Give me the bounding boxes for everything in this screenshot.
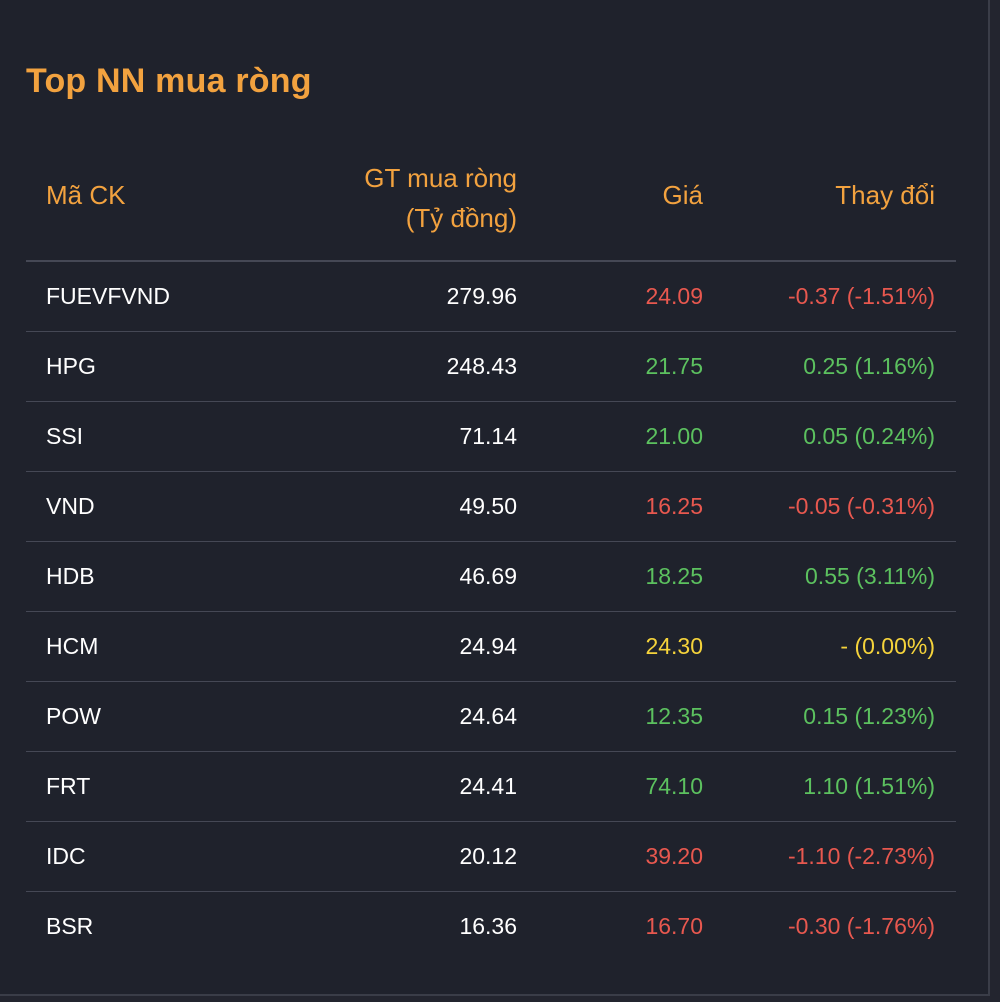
stock-symbol[interactable]: HCM [46, 633, 99, 659]
table-row[interactable]: VND 49.50 16.25 -0.05 (-0.31%) [26, 472, 956, 542]
stock-price: 18.25 [645, 563, 703, 589]
table-header: Mã CK GT mua ròng (Tỷ đồng) Giá Thay đổi [26, 150, 956, 262]
net-buy-value: 24.64 [459, 703, 517, 729]
stock-price: 39.20 [645, 843, 703, 869]
net-buy-value: 24.94 [459, 633, 517, 659]
net-buy-value: 24.41 [459, 773, 517, 799]
header-price[interactable]: Giá [662, 180, 703, 210]
stock-symbol[interactable]: HDB [46, 563, 95, 589]
stock-symbol[interactable]: VND [46, 493, 95, 519]
table-row[interactable]: HCM 24.94 24.30 - (0.00%) [26, 612, 956, 682]
stock-symbol[interactable]: HPG [46, 353, 96, 379]
header-change[interactable]: Thay đổi [835, 180, 935, 210]
stock-symbol[interactable]: POW [46, 703, 101, 729]
stock-price: 16.25 [645, 493, 703, 519]
header-net-value-line1: GT mua ròng [364, 163, 517, 193]
stock-symbol[interactable]: FUEVFVND [46, 283, 170, 309]
table-row[interactable]: BSR 16.36 16.70 -0.30 (-1.76%) [26, 892, 956, 961]
price-change: - (0.00%) [840, 633, 935, 659]
price-change: 0.15 (1.23%) [803, 703, 935, 729]
table-row[interactable]: SSI 71.14 21.00 0.05 (0.24%) [26, 402, 956, 472]
stock-price: 12.35 [645, 703, 703, 729]
stock-price: 21.00 [645, 423, 703, 449]
table-row[interactable]: POW 24.64 12.35 0.15 (1.23%) [26, 682, 956, 752]
header-net-value-line2: (Tỷ đồng) [405, 203, 517, 233]
price-change: -0.37 (-1.51%) [787, 283, 935, 309]
net-buy-value: 16.36 [459, 913, 517, 939]
header-net-value[interactable]: GT mua ròng (Tỷ đồng) [364, 158, 517, 238]
table-row[interactable]: HDB 46.69 18.25 0.55 (3.11%) [26, 542, 956, 612]
net-buy-value: 20.12 [459, 843, 517, 869]
table-row[interactable]: IDC 20.12 39.20 -1.10 (-2.73%) [26, 822, 956, 892]
stock-price: 74.10 [645, 773, 703, 799]
net-buy-value: 248.43 [446, 353, 517, 379]
price-change: -0.05 (-0.31%) [787, 493, 935, 519]
price-change: -0.30 (-1.76%) [787, 913, 935, 939]
stock-symbol[interactable]: BSR [46, 913, 94, 939]
price-change: 0.25 (1.16%) [803, 353, 935, 379]
header-symbol[interactable]: Mã CK [46, 180, 126, 210]
net-buy-value: 279.96 [446, 283, 517, 309]
table-row[interactable]: FRT 24.41 74.10 1.10 (1.51%) [26, 752, 956, 822]
table-row[interactable]: HPG 248.43 21.75 0.25 (1.16%) [26, 332, 956, 402]
widget-title: Top NN mua ròng [26, 62, 312, 100]
stock-price: 16.70 [645, 913, 703, 939]
price-change: 1.10 (1.51%) [803, 773, 935, 799]
stock-symbol[interactable]: SSI [46, 423, 84, 449]
stock-price: 21.75 [645, 353, 703, 379]
foreign-net-buy-table: Mã CK GT mua ròng (Tỷ đồng) Giá Thay đổi… [26, 150, 956, 961]
table-row[interactable]: FUEVFVND 279.96 24.09 -0.37 (-1.51%) [26, 262, 956, 332]
net-buy-value: 46.69 [459, 563, 517, 589]
stock-symbol[interactable]: FRT [46, 773, 91, 799]
price-change: 0.55 (3.11%) [805, 563, 935, 589]
stock-price: 24.09 [645, 283, 703, 309]
price-change: -1.10 (-2.73%) [787, 843, 935, 869]
net-buy-value: 71.14 [459, 423, 517, 449]
price-change: 0.05 (0.24%) [803, 423, 935, 449]
stock-price: 24.30 [645, 633, 703, 659]
net-buy-value: 49.50 [459, 493, 517, 519]
stock-symbol[interactable]: IDC [46, 843, 86, 869]
